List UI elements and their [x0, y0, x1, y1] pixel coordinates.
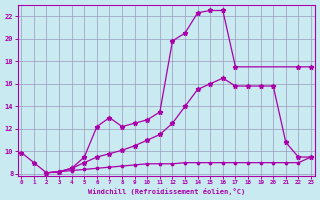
X-axis label: Windchill (Refroidissement éolien,°C): Windchill (Refroidissement éolien,°C) [88, 188, 245, 195]
